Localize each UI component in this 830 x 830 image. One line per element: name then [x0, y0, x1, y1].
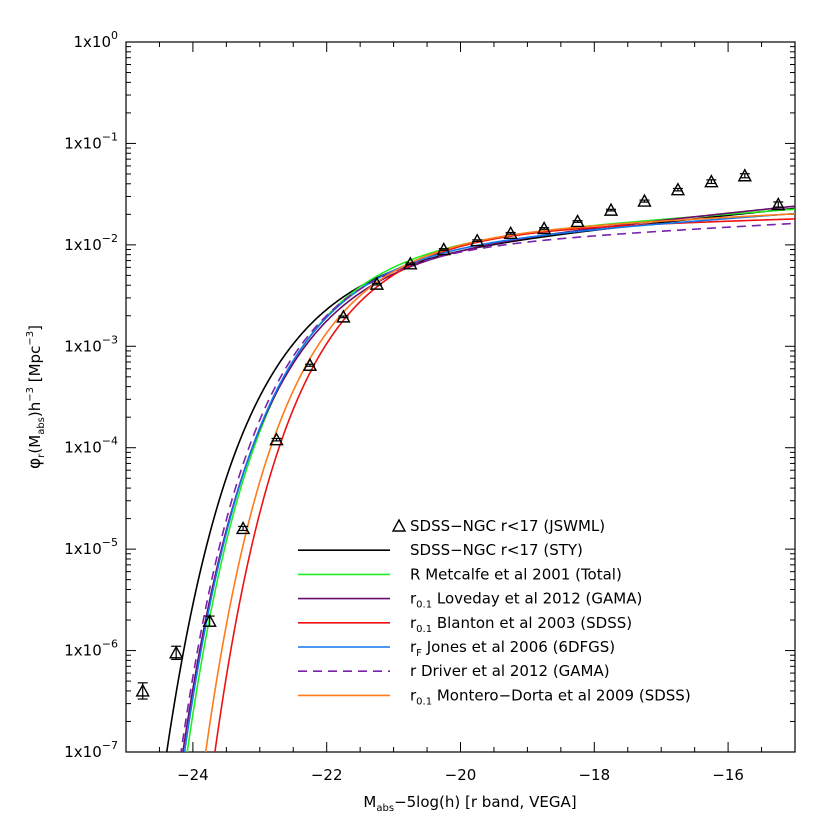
legend-label: SDSS−NGC r<17 (JSWML): [410, 517, 605, 535]
y-tick-label: 1x10−2: [64, 232, 118, 254]
x-axis-label: Mabs−5log(h) [r band, VEGA]: [363, 793, 576, 814]
legend: SDSS−NGC r<17 (JSWML) SDSS−NGC r<17 (STY)…: [298, 517, 691, 707]
legend-label: rF Jones et al 2006 (6DFGS): [410, 638, 615, 659]
x-tick-label: −18: [578, 766, 610, 784]
legend-label: r0.1 Blanton et al 2003 (SDSS): [410, 614, 632, 635]
curve-metcalfe: [186, 208, 795, 752]
legend-label: R Metcalfe et al 2001 (Total): [410, 565, 622, 583]
data-points: [135, 168, 786, 700]
data-point: [168, 645, 184, 661]
legend-entry-driver: r Driver et al 2012 (GAMA): [298, 662, 610, 680]
x-tick-label: −24: [177, 766, 209, 784]
x-tick-label: −16: [712, 766, 744, 784]
legend-marker: [391, 518, 407, 532]
x-tick-label: −22: [311, 766, 343, 784]
data-point: [536, 221, 552, 235]
legend-entry-sdss-sty: SDSS−NGC r<17 (STY): [298, 541, 583, 559]
y-tick-label: 1x10−5: [64, 536, 118, 558]
data-point: [369, 276, 385, 290]
data-point: [704, 174, 719, 188]
curve-driver: [180, 222, 795, 752]
legend-entry-loveday: r0.1 Loveday et al 2012 (GAMA): [298, 590, 642, 611]
data-point: [771, 197, 786, 211]
legend-label: r0.1 Loveday et al 2012 (GAMA): [410, 590, 642, 611]
data-point: [670, 182, 686, 196]
data-point: [336, 309, 351, 323]
legend-label: r Driver et al 2012 (GAMA): [410, 662, 610, 680]
data-point: [637, 193, 652, 207]
data-point: [202, 613, 217, 627]
y-tick-label: 1x10−7: [64, 739, 118, 761]
y-tick-label: 1x10−6: [64, 638, 118, 660]
data-point: [269, 432, 284, 446]
curve-jones: [183, 212, 795, 752]
data-point: [302, 357, 318, 371]
data-point: [503, 225, 518, 240]
axis-ticks: [125, 41, 795, 753]
x-tick-labels: −24 −22 −20 −18 −16: [177, 766, 744, 784]
legend-entry-montero: r0.1 Montero−Dorta et al 2009 (SDSS): [298, 686, 691, 707]
data-point: [235, 520, 251, 535]
y-tick-label: 1x10−1: [64, 130, 118, 152]
x-tick-label: −20: [445, 766, 477, 784]
y-tick-label: 1x100: [73, 29, 118, 51]
data-point: [737, 168, 753, 182]
legend-label: SDSS−NGC r<17 (STY): [410, 541, 583, 559]
y-tick-labels: 1x100 1x10−1 1x10−2 1x10−3 1x10−4 1x10−5 1x10−…: [64, 29, 118, 761]
data-point: [570, 214, 585, 228]
y-tick-label: 1x10−4: [64, 435, 118, 457]
legend-entry-blanton: r0.1 Blanton et al 2003 (SDSS): [298, 614, 632, 635]
data-point: [603, 202, 619, 216]
legend-entry-points: SDSS−NGC r<17 (JSWML): [391, 517, 605, 535]
curve-loveday: [182, 205, 795, 752]
data-point: [436, 242, 451, 256]
curve-blanton: [214, 218, 795, 752]
y-axis-label: φr(Mabs)h−3 [Mpc−3]: [25, 325, 47, 469]
data-point: [403, 256, 418, 270]
y-tick-label: 1x10−3: [64, 333, 118, 355]
legend-entry-jones: rF Jones et al 2006 (6DFGS): [298, 638, 615, 659]
model-curves: [165, 205, 795, 752]
data-point: [470, 233, 485, 247]
legend-entry-metcalfe: R Metcalfe et al 2001 (Total): [298, 565, 622, 583]
data-point: [135, 682, 150, 700]
curve-montero: [204, 213, 795, 752]
curve-sdss-sty: [165, 207, 795, 752]
legend-label: r0.1 Montero−Dorta et al 2009 (SDSS): [410, 686, 691, 707]
